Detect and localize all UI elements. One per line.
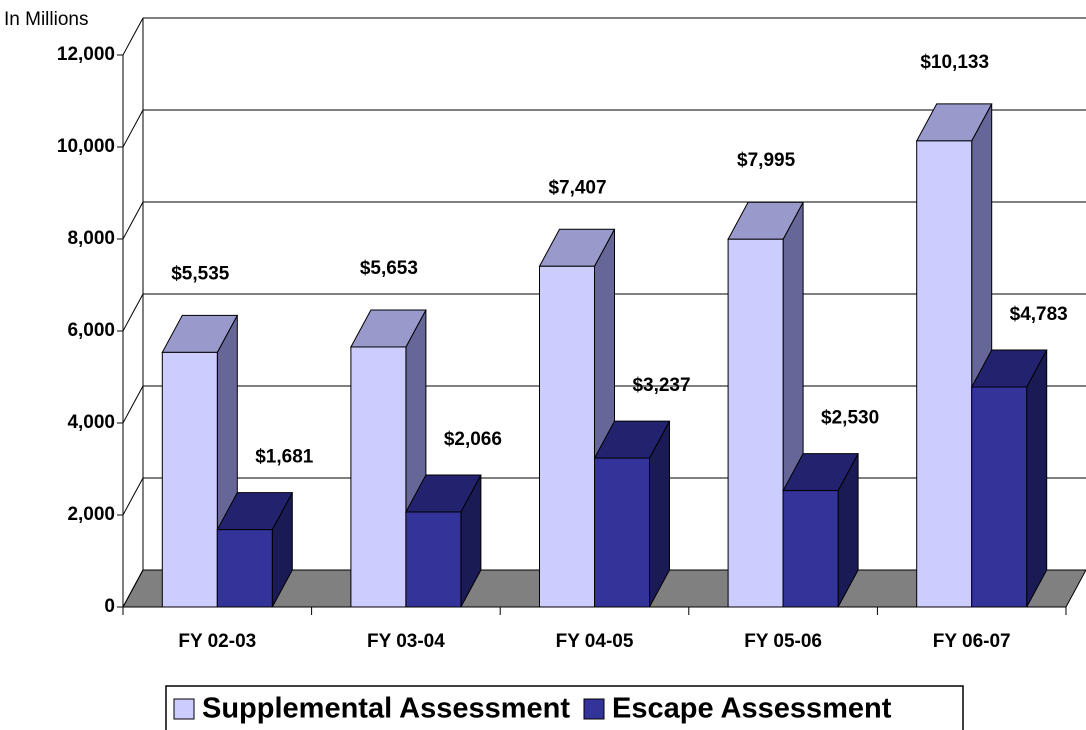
value-label: $2,530 bbox=[821, 408, 879, 429]
bar bbox=[161, 351, 218, 608]
value-label: $5,535 bbox=[171, 263, 230, 284]
value-label: $5,653 bbox=[360, 258, 418, 279]
bar bbox=[782, 490, 839, 608]
y-tick-label: 8,000 bbox=[67, 228, 115, 249]
x-tick-label: FY 05-06 bbox=[744, 631, 822, 652]
bar bbox=[350, 346, 407, 608]
x-tick-label: FY 03-04 bbox=[367, 631, 445, 652]
value-label: $7,995 bbox=[737, 150, 796, 171]
legend-label: Supplemental Assessment bbox=[202, 693, 570, 725]
bar bbox=[405, 511, 462, 608]
y-tick-label: 12,000 bbox=[57, 44, 115, 65]
value-label: $10,133 bbox=[920, 52, 989, 73]
grid-line-side bbox=[122, 109, 144, 148]
bar bbox=[916, 140, 973, 608]
y-tick-label: 0 bbox=[104, 596, 115, 617]
y-tick-label: 4,000 bbox=[67, 412, 115, 433]
grid-line-side bbox=[122, 17, 144, 56]
y-tick-label: 10,000 bbox=[57, 136, 115, 157]
value-label: $2,066 bbox=[444, 429, 502, 450]
grid-line-side bbox=[122, 385, 144, 424]
value-label: $1,681 bbox=[255, 447, 314, 468]
legend-label: Escape Assessment bbox=[612, 693, 892, 725]
y-tick-label: 2,000 bbox=[67, 504, 115, 525]
grid-line-side bbox=[122, 201, 144, 240]
legend-swatch bbox=[583, 698, 605, 720]
bar bbox=[727, 238, 784, 608]
value-label: $4,783 bbox=[1010, 304, 1068, 325]
legend-swatch bbox=[173, 698, 195, 720]
grid-line-side bbox=[122, 293, 144, 332]
bar bbox=[594, 457, 650, 608]
x-tick-label: FY 04-05 bbox=[556, 631, 634, 652]
legend-box bbox=[165, 685, 964, 730]
bar bbox=[971, 386, 1028, 608]
x-tick-label: FY 02-03 bbox=[178, 631, 256, 652]
grid-line-side bbox=[122, 477, 144, 516]
value-label: $3,237 bbox=[632, 375, 690, 396]
bar bbox=[539, 265, 595, 608]
bar bbox=[216, 529, 273, 608]
grid-line-side bbox=[122, 569, 144, 608]
bar-side bbox=[1026, 349, 1048, 608]
y-axis-label: In Millions bbox=[4, 9, 88, 30]
value-label: $7,407 bbox=[548, 177, 606, 198]
x-tick-label: FY 06-07 bbox=[933, 631, 1011, 652]
y-tick-label: 6,000 bbox=[67, 320, 115, 341]
